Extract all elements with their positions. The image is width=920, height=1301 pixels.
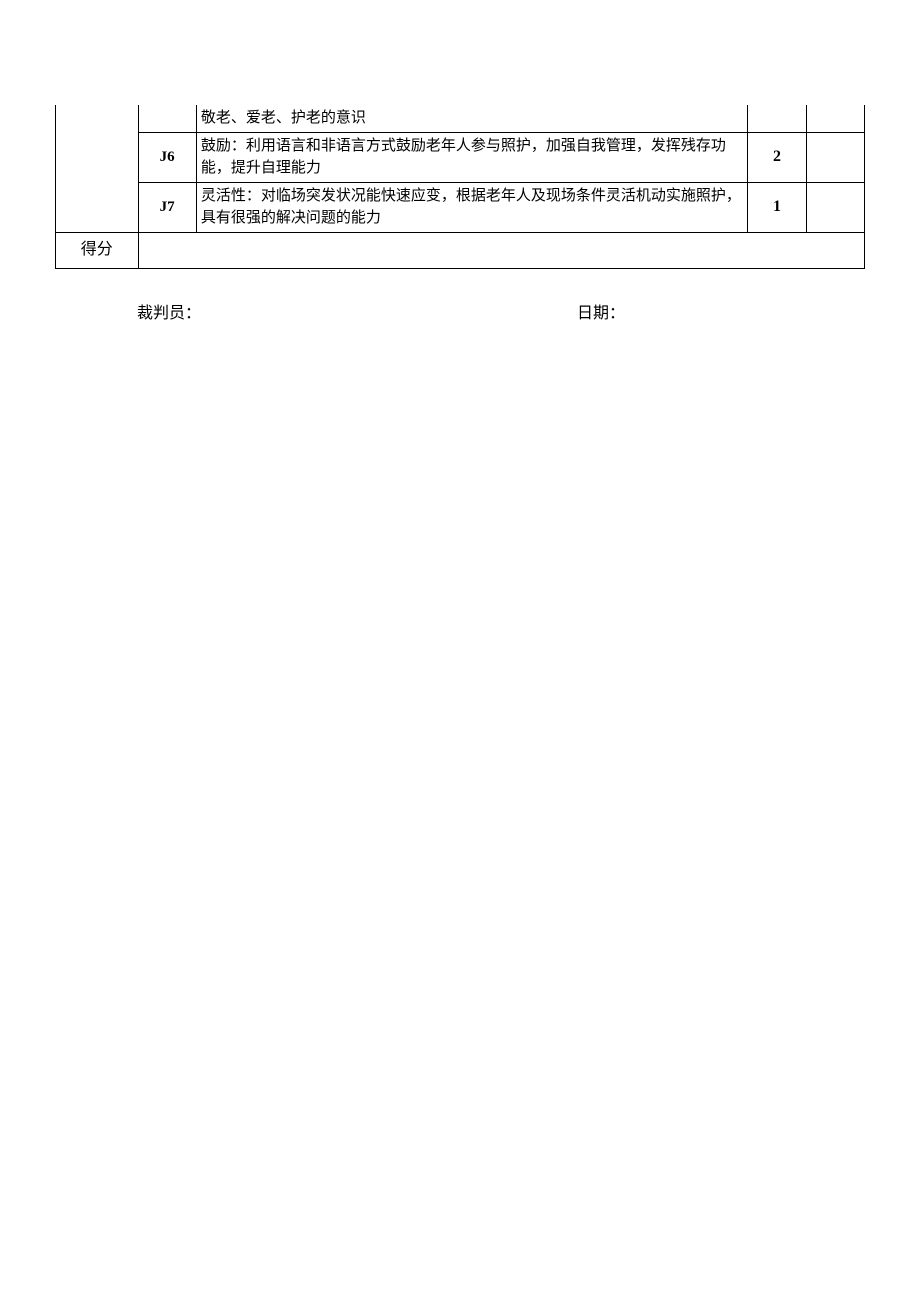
desc-cell: 鼓励：利用语言和非语言方式鼓励老年人参与照护，加强自我管理，发挥残存功能，提升自… — [196, 132, 747, 182]
page-container: 敬老、爱老、护老的意识 J6 鼓励：利用语言和非语言方式鼓励老年人参与照护，加强… — [0, 0, 920, 323]
desc-cell: 敬老、爱老、护老的意识 — [196, 105, 747, 132]
score-row: 得分 — [56, 232, 865, 268]
score-cell — [748, 105, 806, 132]
table-row: J6 鼓励：利用语言和非语言方式鼓励老年人参与照护，加强自我管理，发挥残存功能，… — [56, 132, 865, 182]
code-cell: J7 — [138, 182, 196, 232]
category-cell — [56, 105, 139, 132]
code-cell: J6 — [138, 132, 196, 182]
blank-cell — [806, 182, 864, 232]
signature-row: 裁判员： 日期： — [55, 299, 865, 323]
score-label-cell: 得分 — [56, 232, 139, 268]
referee-label: 裁判员： — [137, 299, 577, 323]
score-cell: 1 — [748, 182, 806, 232]
desc-cell: 灵活性：对临场突发状况能快速应变，根据老年人及现场条件灵活机动实施照护，具有很强… — [196, 182, 747, 232]
category-cell — [56, 182, 139, 232]
table-row: 敬老、爱老、护老的意识 — [56, 105, 865, 132]
code-cell — [138, 105, 196, 132]
score-cell: 2 — [748, 132, 806, 182]
score-value-cell — [138, 232, 865, 268]
category-cell — [56, 132, 139, 182]
blank-cell — [806, 105, 864, 132]
evaluation-table: 敬老、爱老、护老的意识 J6 鼓励：利用语言和非语言方式鼓励老年人参与照护，加强… — [55, 105, 865, 269]
blank-cell — [806, 132, 864, 182]
date-label: 日期： — [577, 299, 865, 323]
table-row: J7 灵活性：对临场突发状况能快速应变，根据老年人及现场条件灵活机动实施照护，具… — [56, 182, 865, 232]
